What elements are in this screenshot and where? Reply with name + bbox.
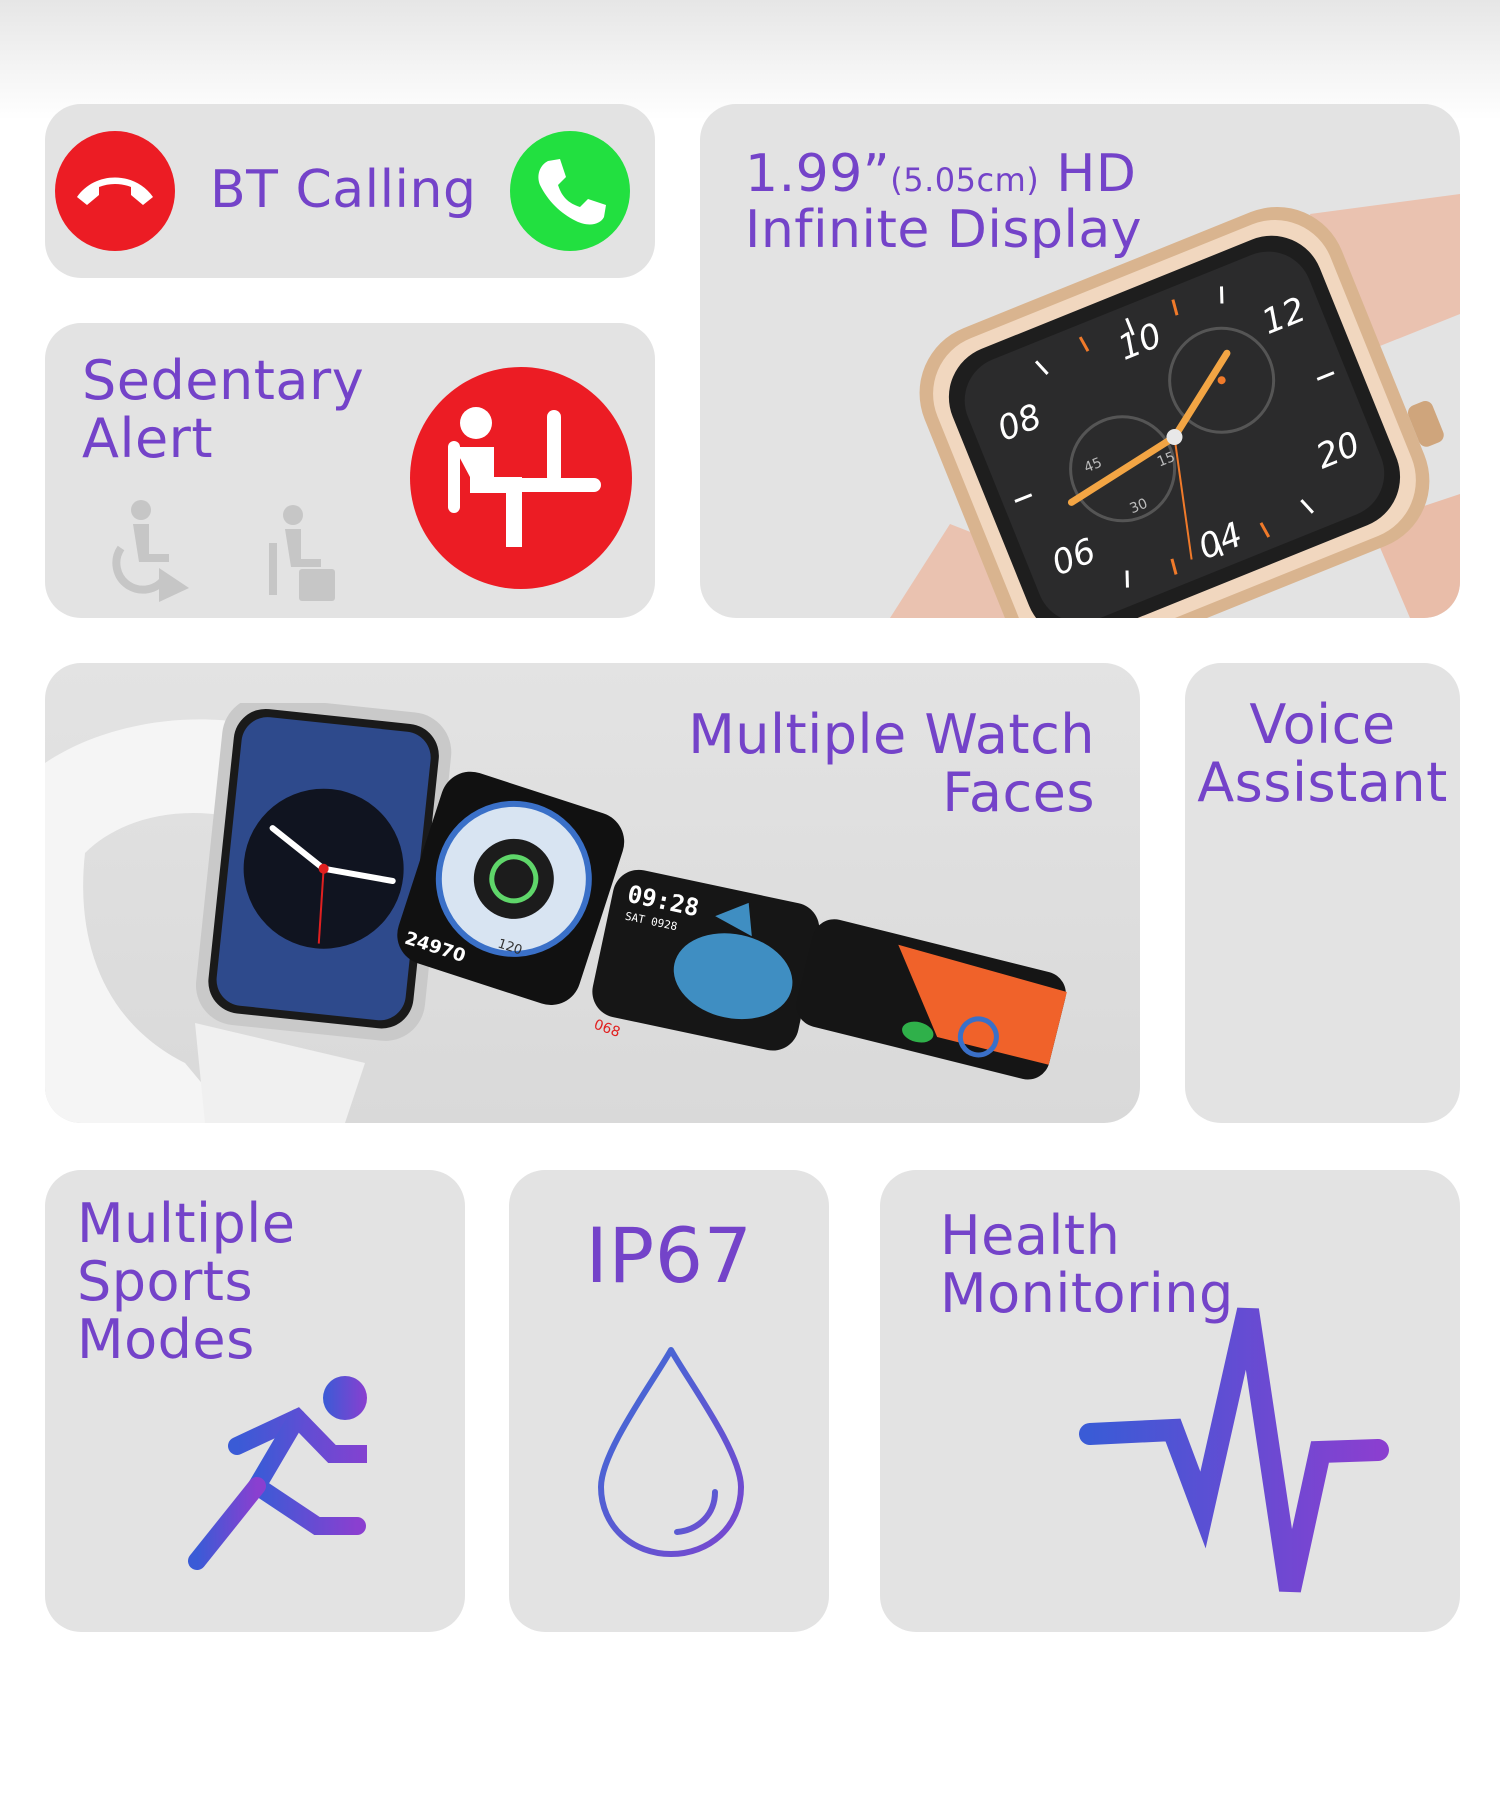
watch-faces-illustration: 120 24970 09:28 SAT 0928 068 xyxy=(45,703,1067,1123)
display-title-line2: Infinite Display xyxy=(745,200,1143,260)
face-heart: 068 xyxy=(592,1017,623,1041)
health-title-line1: Health xyxy=(940,1204,1121,1267)
phone-answer-icon xyxy=(510,131,630,251)
sports-title-line1: Multiple xyxy=(77,1192,296,1255)
bt-calling-card: BT Calling xyxy=(45,104,655,278)
sub-dial-30: 30 xyxy=(1128,496,1151,518)
sedentary-title-line1: Sedentary xyxy=(82,349,365,412)
wheelchair-person-icon xyxy=(112,500,189,602)
running-person-icon xyxy=(108,1376,367,1570)
phone-hangup-icon xyxy=(55,131,175,251)
ip67-card: IP67 xyxy=(509,1170,829,1632)
heartbeat-icon xyxy=(1079,1307,1389,1593)
display-title-line1: 1.99”(5.05cm) HD xyxy=(745,144,1136,210)
watch-faces-card: Multiple Watch Faces 120 24970 xyxy=(45,663,1140,1123)
sports-title-line2: Sports xyxy=(77,1250,254,1313)
health-title-line2: Monitoring xyxy=(940,1262,1234,1325)
smartwatch-rose-gold: 10 12 20 04 06 08 45 30 15 xyxy=(890,194,1460,618)
display-size: 1.99” xyxy=(745,144,891,204)
water-drop-icon xyxy=(598,1347,744,1557)
bt-calling-label: BT Calling xyxy=(210,160,477,220)
voice-title-line1: Voice xyxy=(1249,693,1396,756)
display-size-cm: (5.05cm) xyxy=(890,161,1040,199)
health-monitoring-card: Health Monitoring xyxy=(880,1170,1460,1632)
seated-person-icon xyxy=(269,505,335,601)
ip67-label: IP67 xyxy=(585,1211,753,1300)
top-fade xyxy=(0,0,1500,120)
display-card: 1.99”(5.05cm) HD Infinite Display xyxy=(700,104,1460,618)
voice-assistant-card: Voice Assistant xyxy=(1185,663,1460,1123)
sitting-person-alert-icon xyxy=(410,367,632,589)
face-hr-top: 120 xyxy=(496,937,524,959)
sedentary-alert-card: Sedentary Alert xyxy=(45,323,655,618)
sub-dial-15: 15 xyxy=(1155,449,1178,471)
watch-faces-title-line1: Multiple Watch xyxy=(688,703,1095,766)
sub-dial-45: 45 xyxy=(1082,455,1105,477)
sedentary-title-line2: Alert xyxy=(82,407,214,470)
sports-title-line3: Modes xyxy=(77,1308,255,1371)
watch-faces-title-line2: Faces xyxy=(942,761,1095,824)
sound-wave-icon xyxy=(1221,848,1425,1088)
voice-title-line2: Assistant xyxy=(1197,751,1448,814)
sports-modes-card: Multiple Sports Modes xyxy=(45,1170,465,1632)
display-hd: HD xyxy=(1039,144,1137,204)
